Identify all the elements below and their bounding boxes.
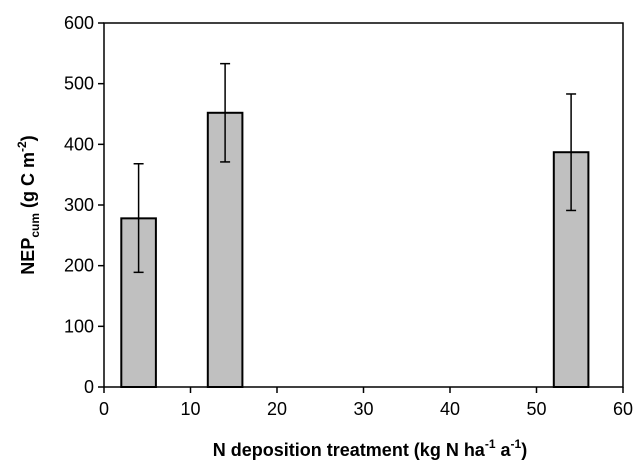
x-tick-label: 20 <box>267 399 287 419</box>
x-tick-label: 30 <box>353 399 373 419</box>
y-tick-label: 600 <box>64 13 94 33</box>
axes-group <box>103 22 624 388</box>
x-tick-label: 0 <box>99 399 109 419</box>
x-tick-label: 60 <box>613 399 633 419</box>
bars-group <box>120 111 590 389</box>
y-tick-label: 400 <box>64 134 94 154</box>
x-tick-label: 10 <box>180 399 200 419</box>
y-tick-label: 300 <box>64 195 94 215</box>
x-axis-title: N deposition treatment (kg N ha-1 a-1) <box>213 437 527 460</box>
y-tick-label: 200 <box>64 256 94 276</box>
y-tick-label: 500 <box>64 74 94 94</box>
x-tick-label: 50 <box>526 399 546 419</box>
error-bars-group <box>133 62 577 274</box>
plot-frame <box>103 22 624 388</box>
y-axis-title: NEPcum (g C m-2) <box>15 135 42 274</box>
y-tick-label: 100 <box>64 316 94 336</box>
y-tick-label: 0 <box>84 377 94 397</box>
x-tick-label: 40 <box>440 399 460 419</box>
